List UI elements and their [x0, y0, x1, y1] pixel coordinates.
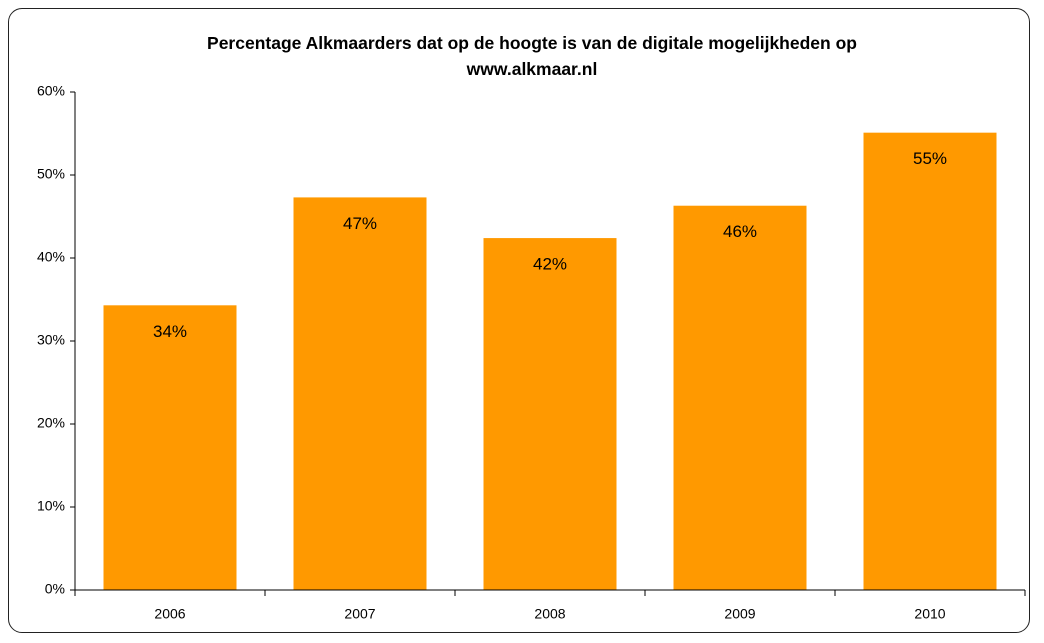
y-tick-label: 20% — [37, 415, 65, 431]
y-tick-label: 30% — [37, 332, 65, 348]
y-tick-label: 50% — [37, 166, 65, 182]
bar — [293, 197, 427, 590]
x-tick-label: 2008 — [534, 606, 565, 622]
data-label: 55% — [913, 149, 947, 168]
bar — [863, 132, 997, 591]
x-tick-label: 2009 — [724, 606, 755, 622]
data-label: 42% — [533, 255, 567, 274]
bar — [103, 305, 237, 590]
chart-title: Percentage Alkmaarders dat op de hoogte … — [207, 33, 857, 79]
chart-frame — [8, 8, 1030, 633]
data-label: 47% — [343, 214, 377, 233]
bar — [483, 238, 617, 590]
data-label: 34% — [153, 322, 187, 341]
y-tick-label: 60% — [37, 83, 65, 99]
x-tick-label: 2010 — [914, 606, 945, 622]
x-tick-label: 2007 — [344, 606, 375, 622]
x-tick-label: 2006 — [154, 606, 185, 622]
y-tick-label: 10% — [37, 498, 65, 514]
data-label: 46% — [723, 222, 757, 241]
bar — [673, 205, 807, 590]
y-tick-label: 40% — [37, 249, 65, 265]
y-tick-label: 0% — [45, 581, 65, 597]
